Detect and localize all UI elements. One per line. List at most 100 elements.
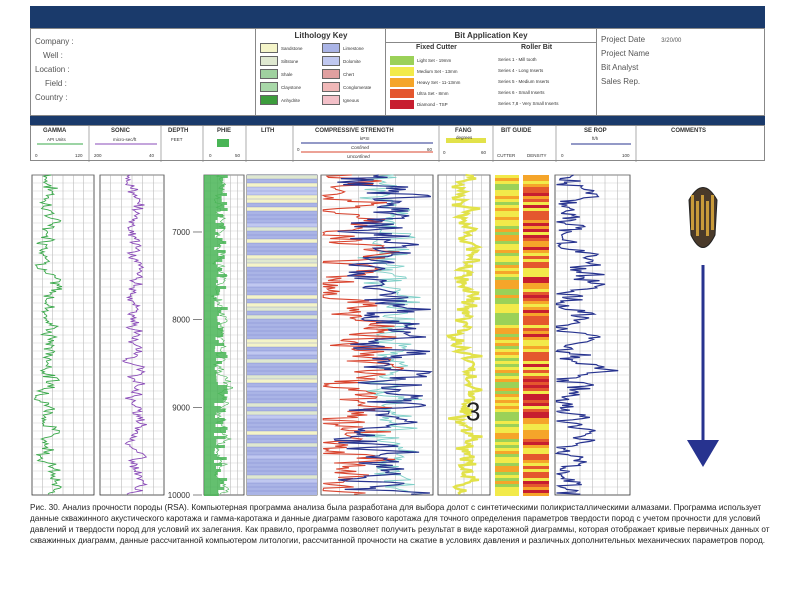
project-date-label: Project Date <box>601 35 646 44</box>
density-band <box>523 460 549 463</box>
phie-fill <box>204 442 217 445</box>
cutter-band <box>495 181 519 184</box>
phie-fill <box>204 280 218 283</box>
phie-fill <box>204 238 223 241</box>
bit-key-title: Bit Application Key <box>454 31 528 40</box>
density-band <box>523 472 549 475</box>
bit-key-grid: Light Set - 19mm Medium Set - 13mm Heavy S… <box>390 56 594 112</box>
lith-key-swatch <box>322 82 340 92</box>
cutter-band <box>495 178 519 181</box>
fixed-cutter-swatch <box>390 100 414 109</box>
lith-band <box>247 443 317 447</box>
lith-band <box>247 483 317 487</box>
cutter-band <box>495 322 519 325</box>
lith-band <box>247 183 317 187</box>
se-rop-min: 0 <box>561 153 564 158</box>
cutter-band <box>495 202 519 205</box>
phie-fill <box>204 271 219 274</box>
compressive-title: COMPRESSIVE STRENGTH <box>315 128 394 134</box>
density-band <box>523 325 549 328</box>
se-rop-max: 100 <box>622 153 630 158</box>
well-log-chart: 7000 8000 9000 10000 3 <box>31 173 719 500</box>
unconfined-label: Unconfined <box>347 154 370 159</box>
well-label: Well : <box>43 51 63 60</box>
cutter-band <box>495 418 519 421</box>
cutter-band <box>495 226 519 229</box>
fixed-cutter-item: Heavy Set - 11-13mm <box>390 78 460 87</box>
annotation-label: 3 <box>466 396 480 426</box>
density-band <box>523 259 549 262</box>
bit-blade <box>691 195 694 230</box>
phie-curve <box>211 174 234 495</box>
cutter-band <box>495 421 519 424</box>
density-band <box>523 463 549 466</box>
density-band <box>523 364 549 367</box>
lith-key-item-sandstone: Sandstone <box>260 43 303 53</box>
phie-fill <box>204 433 215 436</box>
density-band <box>523 346 549 349</box>
gamma-max: 120 <box>75 153 83 158</box>
phie-fill <box>204 217 218 220</box>
cutter-band <box>495 205 519 208</box>
lith-band <box>247 431 317 435</box>
lith-key-swatch <box>260 82 278 92</box>
phie-max: 50 <box>235 153 241 158</box>
lith-title: LITH <box>261 128 275 134</box>
cutter-band <box>495 367 519 370</box>
cutter-band <box>495 382 519 385</box>
lith-band <box>247 463 317 467</box>
fixed-cutter-item: Medium Set - 13mm <box>390 67 458 76</box>
phie-fill <box>204 364 217 367</box>
cutter-band <box>495 277 519 280</box>
density-band <box>523 190 549 193</box>
cutter-band <box>495 442 519 445</box>
phie-fill <box>204 292 220 295</box>
lith-band <box>247 199 317 203</box>
phie-fill <box>204 304 215 307</box>
bit-blade <box>696 201 699 236</box>
phie-fill <box>204 268 223 271</box>
cutter-band <box>495 271 519 274</box>
lith-band <box>247 355 317 359</box>
project-date-value: 3/20/00 <box>661 38 682 44</box>
fang-max: 60 <box>481 150 487 155</box>
density-label: DENSITY <box>527 153 547 158</box>
density-band <box>523 358 549 361</box>
lith-band <box>247 283 317 287</box>
density-band <box>523 343 549 346</box>
lith-key-swatch <box>260 56 278 66</box>
density-band <box>523 307 549 310</box>
cutter-band <box>495 301 519 304</box>
lith-band <box>247 215 317 219</box>
phie-fill <box>204 469 221 472</box>
lith-band <box>247 343 317 347</box>
cutter-band <box>495 328 519 331</box>
phie-fill <box>204 457 227 460</box>
phie-fill <box>204 316 217 319</box>
bit-blade <box>701 195 704 230</box>
bit-blade <box>711 195 714 230</box>
lith-band <box>247 335 317 339</box>
phie-fill <box>204 487 225 490</box>
lith-band <box>247 195 317 199</box>
phie-fill <box>204 397 227 400</box>
phie-min: 0 <box>209 153 212 158</box>
fixed-cutter-label: Diamond - TSP <box>417 102 448 107</box>
log-header: Company : Well : Location : Field : Coun… <box>30 28 765 116</box>
lith-band <box>247 291 317 295</box>
cutter-band <box>495 199 519 202</box>
lith-band <box>247 319 317 323</box>
roller-bit-item: Series 7,8 - Very Small Inserts <box>498 101 559 106</box>
cutter-band <box>495 295 519 298</box>
lith-band <box>247 447 317 451</box>
phie-fill <box>204 277 217 280</box>
phie-fill <box>204 337 216 340</box>
cutter-band <box>495 208 519 211</box>
cutter-band <box>495 370 519 373</box>
density-band <box>523 223 549 226</box>
lith-band <box>247 175 317 179</box>
density-band <box>523 331 549 334</box>
lith-band <box>247 255 317 259</box>
cutter-band <box>495 247 519 250</box>
depth-tick-label: 10000 <box>168 491 191 500</box>
